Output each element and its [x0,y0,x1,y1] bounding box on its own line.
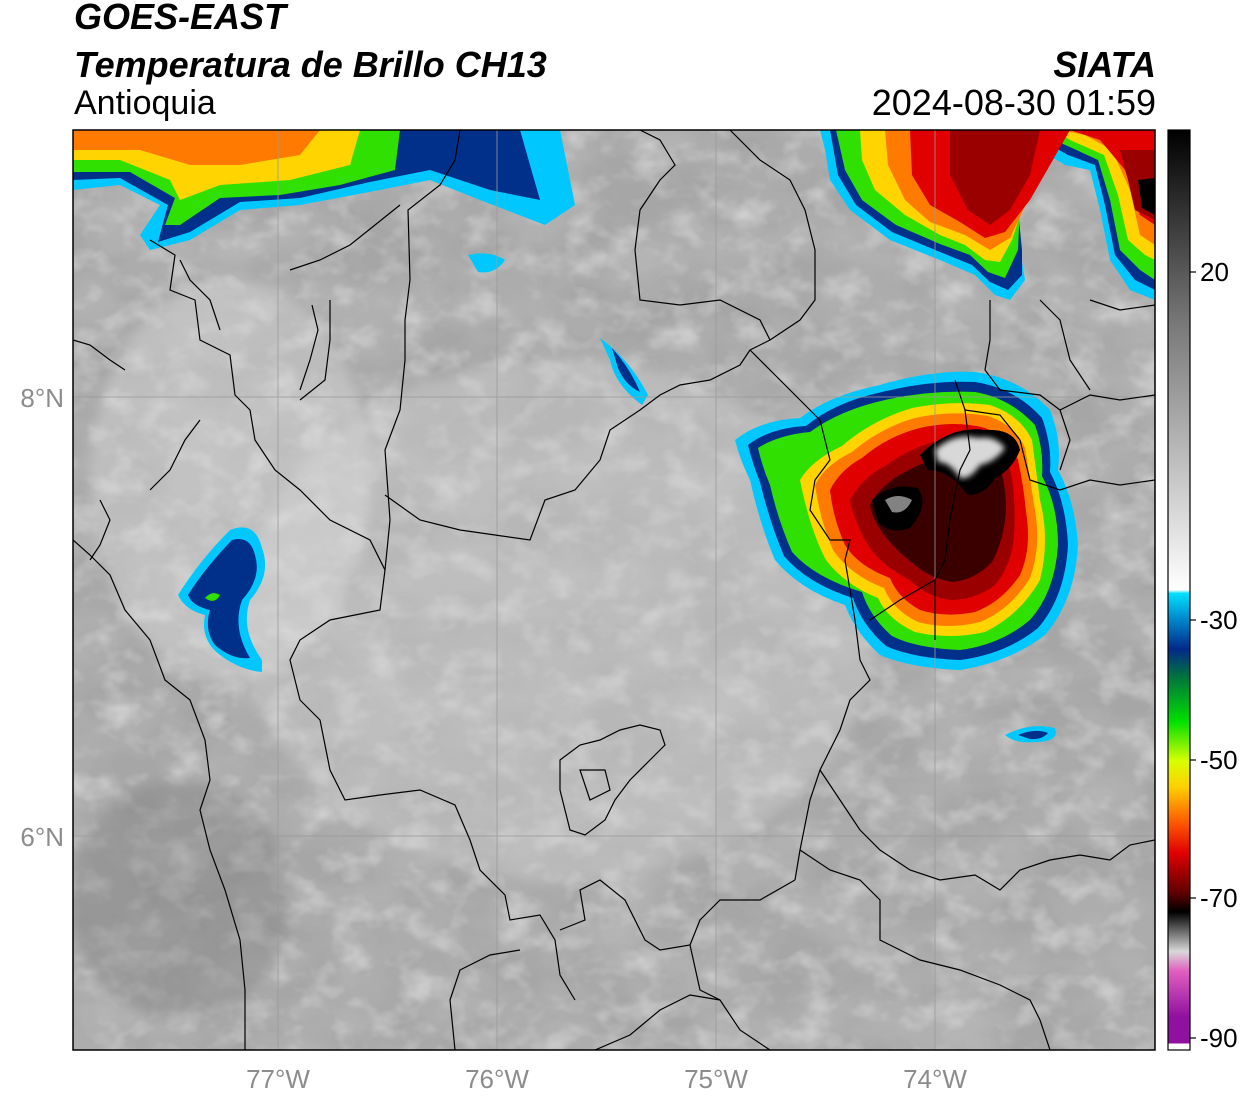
storm-northeast [820,130,1155,300]
graticule [73,130,1155,1050]
colorbar: 20 -30 -50 -70 -90 [1167,129,1238,1053]
colorbar-label-minus50: -50 [1200,745,1238,775]
lon-label-74w: 74°W [903,1064,967,1094]
boundaries [73,130,1155,1050]
satellite-title: GOES-EAST [74,0,287,37]
lon-label-76w: 76°W [465,1064,529,1094]
map-frame [72,129,1156,1051]
lat-label-8n: 8°N [20,383,64,413]
lon-axis-labels: 77°W 76°W 75°W 74°W [246,1064,967,1094]
satellite-image [73,130,1155,1050]
region-label: Antioquia [74,84,216,122]
datetime-label: 2024-08-30 01:59 [871,82,1156,123]
agency-label: SIATA [1053,44,1156,85]
product-title: Temperatura de Brillo CH13 [74,44,547,85]
colorbar-label-20: 20 [1200,257,1229,287]
lat-axis-labels: 8°N 6°N [20,383,64,852]
cloud-band-northwest [73,130,575,250]
colorbar-gradient [1167,129,1191,1051]
lon-label-77w: 77°W [246,1064,310,1094]
lat-label-6n: 6°N [20,822,64,852]
cloud-cluster-west [178,527,266,672]
colorbar-label-minus90: -90 [1200,1023,1238,1053]
lon-label-75w: 75°W [684,1064,748,1094]
colorbar-ticks [1190,271,1196,1039]
colorbar-label-minus30: -30 [1200,605,1238,635]
colorbar-label-minus70: -70 [1200,883,1238,913]
